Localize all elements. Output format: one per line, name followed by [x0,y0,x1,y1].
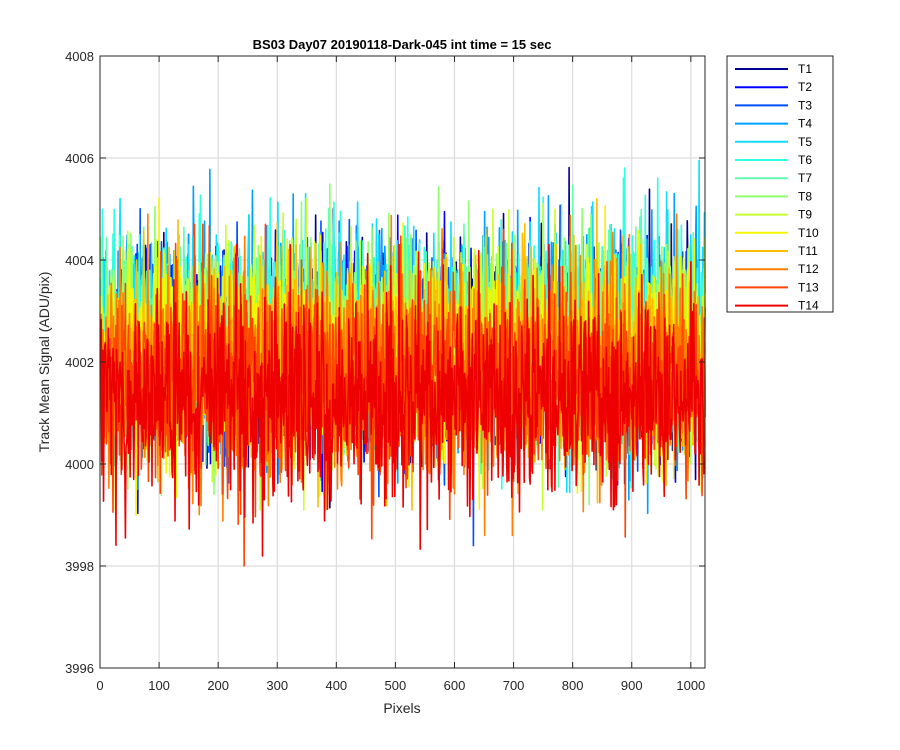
legend-label-T2: T2 [798,80,812,94]
legend-label-T4: T4 [798,117,812,131]
legend-label-T11: T11 [798,244,818,258]
y-axis-label: Track Mean Signal (ADU/pix) [36,272,52,453]
y-tick-label: 4002 [65,355,94,370]
y-tick-label: 4008 [65,49,94,64]
x-tick-label: 100 [148,678,170,693]
x-tick-label: 800 [562,678,584,693]
y-tick-label: 4006 [65,151,94,166]
x-tick-label: 300 [266,678,288,693]
legend-label-T9: T9 [798,208,812,222]
x-tick-label: 900 [621,678,643,693]
legend-label-T6: T6 [798,153,812,167]
legend-label-T12: T12 [798,262,819,276]
series-line-T14 [99,243,706,557]
x-axis-label: Pixels [383,700,420,716]
legend-label-T14: T14 [798,299,819,313]
y-tick-label: 4000 [65,457,94,472]
legend-label-T13: T13 [798,280,819,294]
axis-ticks: 0 100 200 300 400 500 600 700 800 900 1000 3996 3998… [65,49,705,693]
legend-label-T7: T7 [798,171,812,185]
x-tick-label: 500 [385,678,407,693]
chart-title: BS03 Day07 20190118-Dark-045 int time = … [253,37,552,52]
legend-label-T3: T3 [798,98,812,112]
legend-label-T10: T10 [798,226,819,240]
series-lines [99,159,706,567]
legend: T1 T2 T3 T4 T5 T6 T7 T8 T9 T10 T11 T12 T13 T14 [726,55,834,313]
x-tick-label: 200 [207,678,229,693]
y-tick-label: 4004 [65,253,94,268]
x-tick-label: 0 [96,678,103,693]
x-tick-label: 1000 [676,678,705,693]
x-tick-label: 400 [325,678,347,693]
y-tick-label: 3996 [65,661,94,676]
legend-label-T1: T1 [798,62,812,76]
legend-label-T5: T5 [798,135,812,149]
x-tick-label: 700 [503,678,525,693]
y-tick-label: 3998 [65,559,94,574]
x-tick-label: 600 [444,678,466,693]
legend-label-T8: T8 [798,189,812,203]
